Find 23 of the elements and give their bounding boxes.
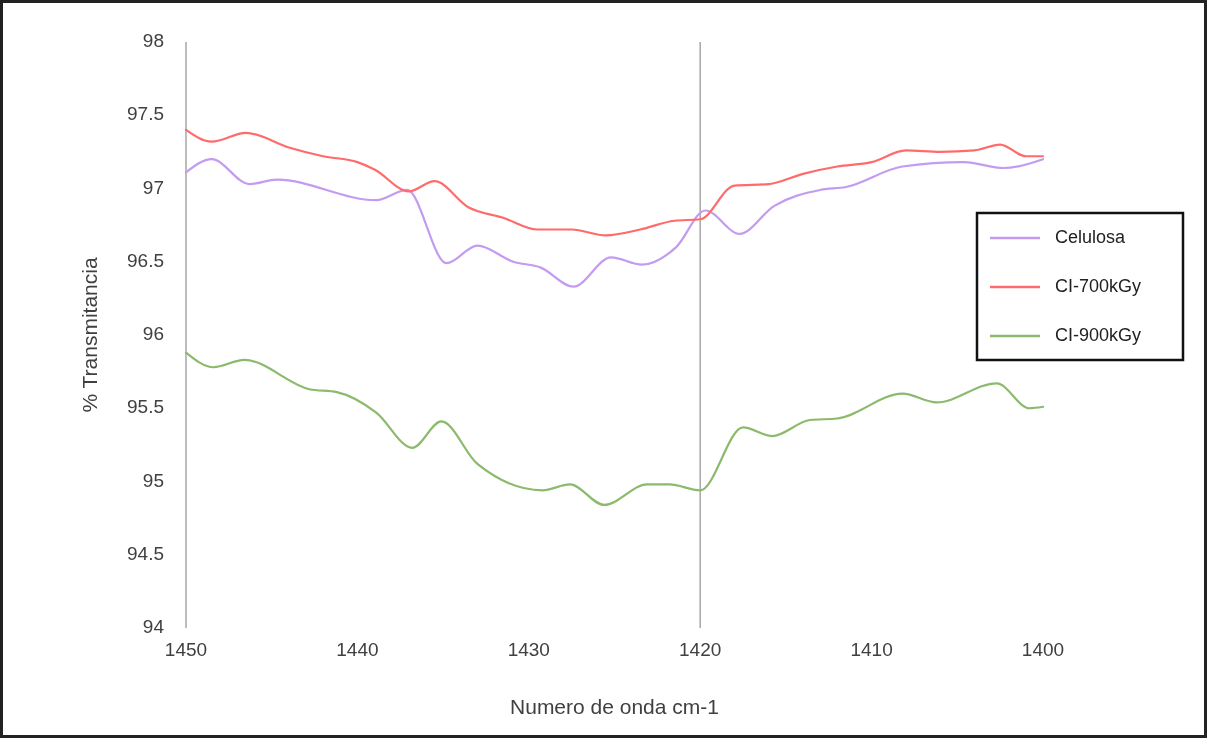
legend-label: Celulosa bbox=[1055, 226, 1127, 247]
y-tick-label: 95.5 bbox=[127, 396, 164, 418]
line-series bbox=[184, 351, 1045, 507]
x-axis-title: Numero de onda cm-1 bbox=[510, 695, 719, 718]
line-series bbox=[184, 128, 1045, 237]
y-tick-label: 97.5 bbox=[127, 103, 164, 125]
y-tick-label: 97 bbox=[142, 176, 164, 198]
x-tick-label: 1400 bbox=[1021, 639, 1065, 660]
legend-label: CI-700kGy bbox=[1055, 275, 1142, 296]
line-series bbox=[184, 158, 1045, 288]
x-tick-label: 1430 bbox=[507, 639, 550, 660]
y-axis-title: % Transmitancia bbox=[78, 257, 101, 413]
y-tick-label: 95 bbox=[142, 469, 164, 491]
x-tick-label: 1410 bbox=[850, 639, 893, 660]
y-tick-label: 94 bbox=[142, 616, 165, 638]
x-tick-label: 1450 bbox=[164, 639, 208, 660]
x-tick-label: 1420 bbox=[679, 639, 722, 660]
y-tick-label: 96 bbox=[142, 323, 164, 345]
y-tick-label: 98 bbox=[142, 30, 164, 52]
x-tick-label: 1440 bbox=[336, 639, 379, 660]
y-tick-label: 94.5 bbox=[127, 542, 164, 564]
legend-label: CI-900kGy bbox=[1055, 324, 1142, 345]
y-tick-label: 96.5 bbox=[127, 249, 164, 271]
